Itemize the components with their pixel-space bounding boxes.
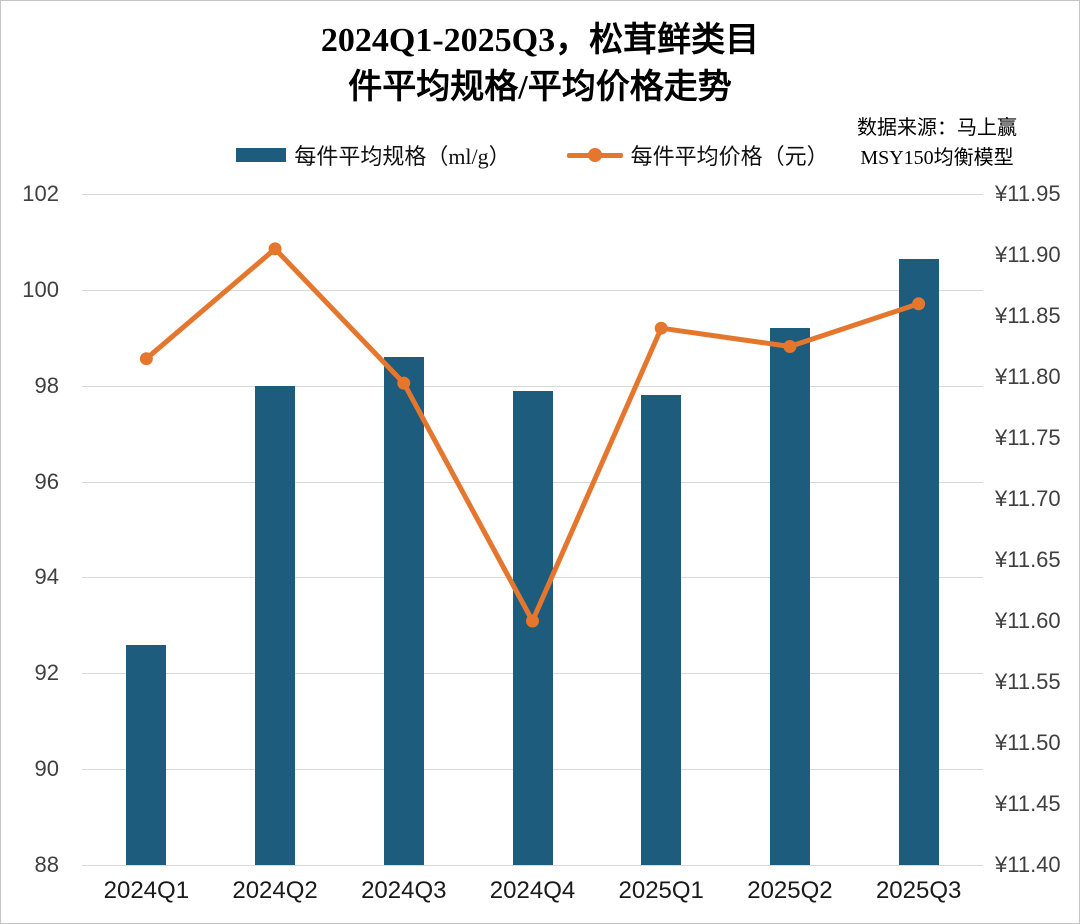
x-axis-label-2024Q3: 2024Q3 bbox=[361, 877, 447, 904]
x-axis-label-2025Q2: 2025Q2 bbox=[747, 877, 833, 904]
price-point-2024Q1 bbox=[139, 352, 153, 366]
right-axis-tick: ¥11.75 bbox=[995, 425, 1061, 450]
legend-item-avg-spec: 每件平均规格（ml/g） bbox=[236, 139, 511, 171]
left-axis-tick: 88 bbox=[34, 852, 59, 877]
right-axis-tick: ¥11.55 bbox=[995, 669, 1061, 694]
gridline bbox=[82, 194, 983, 195]
bar-2024Q4 bbox=[512, 390, 553, 865]
bar-series-swatch-icon bbox=[236, 148, 287, 162]
right-axis-tick: ¥11.90 bbox=[995, 242, 1061, 267]
left-axis-tick: 102 bbox=[22, 181, 59, 206]
left-axis-tick: 92 bbox=[34, 660, 59, 686]
legend-item-avg-price: 每件平均价格（元） bbox=[566, 139, 829, 171]
legend-label-avg-spec: 每件平均规格（ml/g） bbox=[294, 144, 511, 169]
x-axis-label-2024Q1: 2024Q1 bbox=[103, 877, 190, 904]
right-axis-tick: ¥11.45 bbox=[995, 791, 1061, 816]
right-axis-tick: ¥11.50 bbox=[995, 730, 1061, 755]
left-axis-tick: 90 bbox=[34, 756, 59, 782]
right-axis-tick: ¥11.65 bbox=[995, 547, 1061, 572]
bar-2025Q2 bbox=[769, 328, 810, 865]
right-axis-tick: ¥11.80 bbox=[995, 364, 1061, 389]
legend: 每件平均规格（ml/g） 每件平均价格（元） bbox=[82, 139, 983, 171]
left-axis-tick: 96 bbox=[34, 468, 59, 494]
gridline bbox=[82, 385, 983, 387]
gridline bbox=[82, 865, 983, 866]
line-series-swatch-icon bbox=[566, 148, 623, 162]
chart-title: 2024Q1-2025Q3，松茸鲜类目 件平均规格/平均价格走势 bbox=[1, 17, 1079, 111]
right-axis-tick: ¥11.70 bbox=[995, 486, 1061, 511]
right-axis-tick: ¥11.95 bbox=[995, 181, 1061, 206]
bar-2025Q1 bbox=[641, 395, 682, 865]
price-point-2024Q2 bbox=[268, 242, 282, 256]
right-axis-tick: ¥11.85 bbox=[995, 303, 1061, 328]
data-source: 数据来源：马上赢 MSY150均衡模型 bbox=[811, 113, 1063, 173]
bar-2024Q1 bbox=[126, 644, 167, 865]
right-axis-tick: ¥11.40 bbox=[995, 852, 1061, 877]
left-axis-tick: 100 bbox=[22, 276, 59, 302]
x-axis-label-2024Q2: 2024Q2 bbox=[232, 877, 318, 904]
right-axis-tick: ¥11.60 bbox=[995, 608, 1061, 633]
bar-2024Q2 bbox=[255, 385, 296, 865]
price-point-2025Q1 bbox=[654, 321, 668, 335]
gridline bbox=[82, 289, 983, 291]
left-axis-tick: 94 bbox=[34, 564, 59, 590]
x-axis-label-2025Q3: 2025Q3 bbox=[875, 877, 962, 904]
x-axis-label-2025Q1: 2025Q1 bbox=[618, 877, 704, 904]
legend-label-avg-price: 每件平均价格（元） bbox=[630, 144, 829, 169]
bar-2024Q3 bbox=[383, 356, 424, 865]
data-source-line2: MSY150均衡模型 bbox=[860, 147, 1014, 169]
left-axis-tick: 98 bbox=[34, 372, 59, 398]
line-swatch-dot bbox=[587, 148, 602, 162]
chart-title-line1: 2024Q1-2025Q3，松茸鲜类目 bbox=[320, 22, 760, 59]
x-axis-label-2024Q4: 2024Q4 bbox=[489, 877, 576, 904]
chart-title-line2: 件平均规格/平均价格走势 bbox=[348, 69, 732, 106]
bar-2025Q3 bbox=[898, 258, 939, 865]
data-source-line1: 数据来源：马上赢 bbox=[857, 117, 1017, 139]
